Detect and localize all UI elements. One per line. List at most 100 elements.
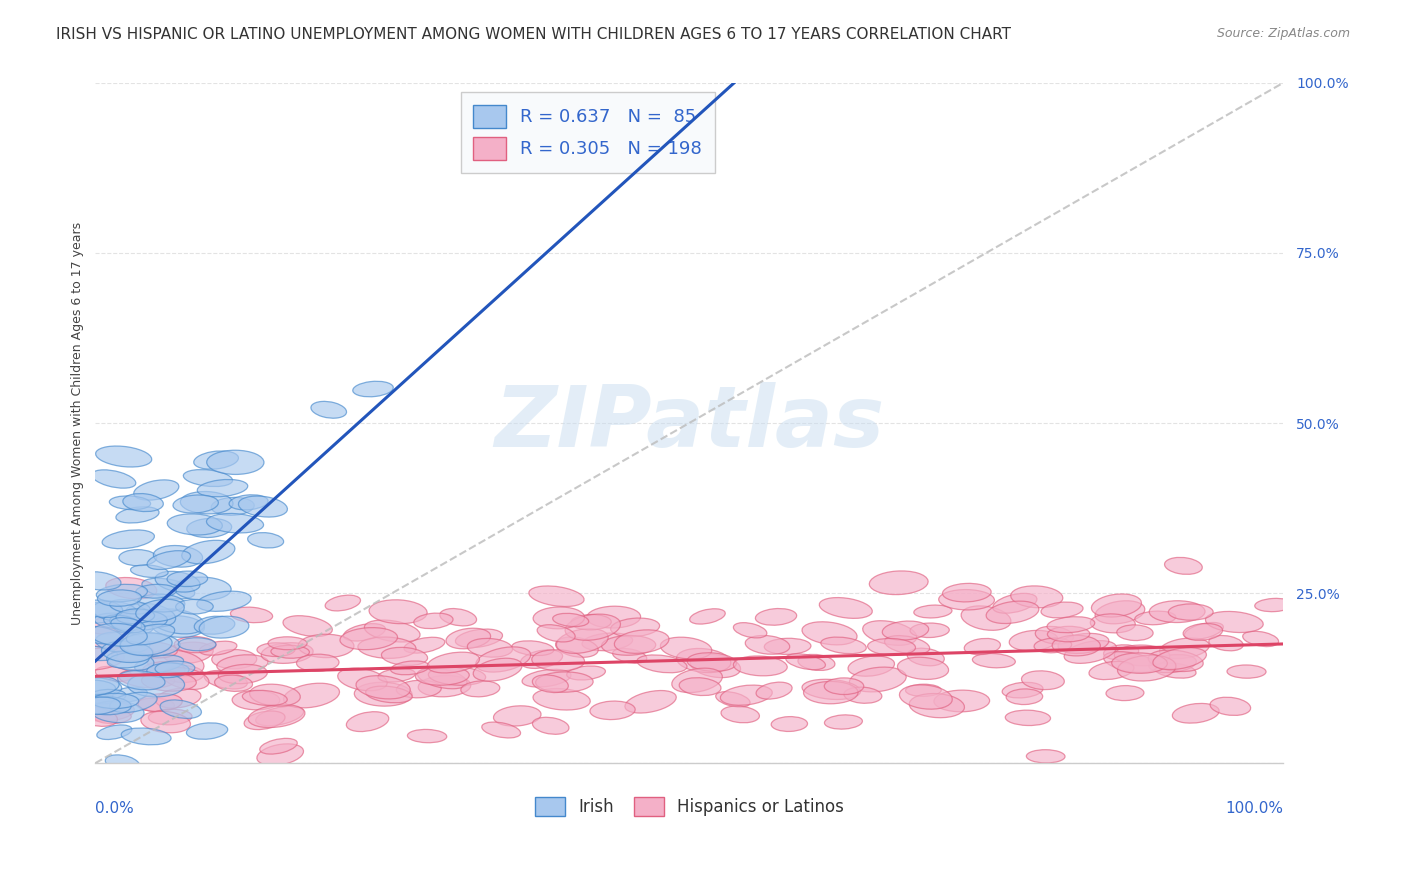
Ellipse shape bbox=[679, 678, 721, 696]
Ellipse shape bbox=[180, 491, 233, 514]
Ellipse shape bbox=[1002, 682, 1043, 698]
Ellipse shape bbox=[86, 690, 127, 704]
Ellipse shape bbox=[565, 614, 620, 640]
Text: Source: ZipAtlas.com: Source: ZipAtlas.com bbox=[1216, 27, 1350, 40]
Ellipse shape bbox=[672, 668, 723, 692]
Ellipse shape bbox=[1182, 624, 1223, 640]
Ellipse shape bbox=[80, 681, 115, 693]
Ellipse shape bbox=[482, 722, 520, 738]
Ellipse shape bbox=[533, 689, 591, 710]
Y-axis label: Unemployment Among Women with Children Ages 6 to 17 years: Unemployment Among Women with Children A… bbox=[72, 221, 84, 624]
Ellipse shape bbox=[107, 652, 149, 668]
Ellipse shape bbox=[200, 641, 236, 656]
Ellipse shape bbox=[76, 698, 121, 714]
Ellipse shape bbox=[167, 571, 208, 587]
Ellipse shape bbox=[197, 591, 252, 611]
Ellipse shape bbox=[533, 717, 569, 734]
Ellipse shape bbox=[110, 599, 150, 614]
Ellipse shape bbox=[1149, 650, 1204, 672]
Ellipse shape bbox=[112, 618, 153, 634]
Ellipse shape bbox=[91, 701, 143, 723]
Ellipse shape bbox=[381, 648, 427, 665]
Ellipse shape bbox=[120, 549, 156, 566]
Ellipse shape bbox=[96, 632, 150, 653]
Ellipse shape bbox=[446, 628, 491, 648]
Ellipse shape bbox=[555, 637, 598, 657]
Ellipse shape bbox=[884, 636, 929, 654]
Ellipse shape bbox=[905, 684, 941, 697]
Ellipse shape bbox=[128, 641, 177, 658]
Ellipse shape bbox=[1057, 633, 1109, 654]
Ellipse shape bbox=[418, 668, 467, 689]
Ellipse shape bbox=[863, 621, 917, 645]
Ellipse shape bbox=[1040, 602, 1083, 618]
Ellipse shape bbox=[127, 624, 174, 645]
Ellipse shape bbox=[586, 607, 641, 628]
Ellipse shape bbox=[1227, 665, 1265, 678]
Ellipse shape bbox=[1211, 698, 1251, 715]
Ellipse shape bbox=[897, 657, 949, 680]
Ellipse shape bbox=[179, 638, 217, 651]
Ellipse shape bbox=[745, 635, 790, 654]
Ellipse shape bbox=[721, 706, 759, 723]
Ellipse shape bbox=[103, 530, 155, 549]
Ellipse shape bbox=[614, 630, 669, 653]
Ellipse shape bbox=[200, 616, 249, 638]
Ellipse shape bbox=[676, 648, 731, 673]
Ellipse shape bbox=[231, 607, 273, 623]
Ellipse shape bbox=[343, 624, 385, 641]
Ellipse shape bbox=[146, 650, 204, 677]
Ellipse shape bbox=[939, 590, 994, 610]
Ellipse shape bbox=[79, 626, 127, 648]
Ellipse shape bbox=[756, 682, 792, 699]
Ellipse shape bbox=[194, 451, 239, 469]
Ellipse shape bbox=[76, 626, 124, 644]
Ellipse shape bbox=[249, 705, 305, 728]
Ellipse shape bbox=[962, 606, 1011, 631]
Ellipse shape bbox=[120, 632, 172, 656]
Ellipse shape bbox=[882, 621, 929, 640]
Ellipse shape bbox=[801, 622, 858, 645]
Ellipse shape bbox=[325, 595, 360, 611]
Ellipse shape bbox=[910, 623, 949, 638]
Ellipse shape bbox=[135, 655, 184, 673]
Ellipse shape bbox=[353, 381, 394, 397]
Ellipse shape bbox=[94, 613, 136, 629]
Ellipse shape bbox=[378, 668, 415, 682]
Ellipse shape bbox=[96, 584, 148, 602]
Ellipse shape bbox=[440, 608, 477, 626]
Ellipse shape bbox=[136, 599, 184, 622]
Ellipse shape bbox=[1209, 635, 1243, 651]
Ellipse shape bbox=[690, 654, 741, 678]
Ellipse shape bbox=[531, 649, 585, 671]
Ellipse shape bbox=[1118, 656, 1175, 681]
Ellipse shape bbox=[1107, 686, 1144, 700]
Ellipse shape bbox=[571, 615, 612, 630]
Ellipse shape bbox=[105, 755, 139, 772]
Ellipse shape bbox=[993, 593, 1038, 613]
Ellipse shape bbox=[582, 633, 633, 651]
Ellipse shape bbox=[1184, 623, 1223, 640]
Ellipse shape bbox=[107, 651, 153, 671]
Ellipse shape bbox=[229, 495, 269, 510]
Ellipse shape bbox=[868, 639, 915, 656]
Ellipse shape bbox=[973, 654, 1015, 668]
Ellipse shape bbox=[311, 401, 346, 418]
Ellipse shape bbox=[155, 571, 200, 592]
Ellipse shape bbox=[142, 578, 195, 599]
Ellipse shape bbox=[907, 648, 945, 665]
Ellipse shape bbox=[138, 594, 184, 612]
Ellipse shape bbox=[602, 635, 655, 656]
Ellipse shape bbox=[404, 637, 444, 653]
Ellipse shape bbox=[456, 629, 502, 648]
Ellipse shape bbox=[1090, 661, 1135, 680]
Ellipse shape bbox=[533, 607, 585, 629]
Text: IRISH VS HISPANIC OR LATINO UNEMPLOYMENT AMONG WOMEN WITH CHILDREN AGES 6 TO 17 : IRISH VS HISPANIC OR LATINO UNEMPLOYMENT… bbox=[56, 27, 1011, 42]
Ellipse shape bbox=[134, 480, 179, 500]
Ellipse shape bbox=[160, 700, 201, 718]
Ellipse shape bbox=[770, 716, 807, 731]
Ellipse shape bbox=[1135, 611, 1175, 624]
Ellipse shape bbox=[211, 498, 254, 516]
Ellipse shape bbox=[849, 667, 907, 692]
Text: ZIPatlas: ZIPatlas bbox=[494, 382, 884, 465]
